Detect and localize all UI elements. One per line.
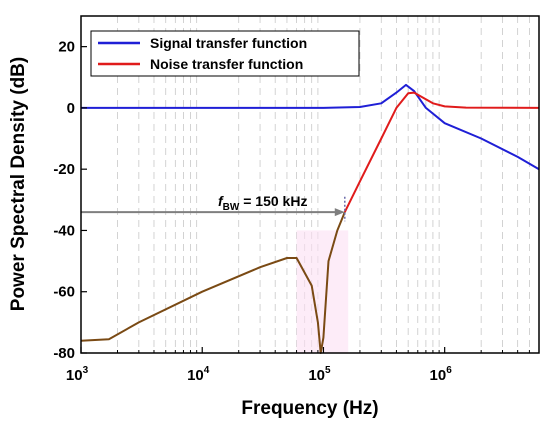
plot-frame: [80, 15, 540, 354]
grid-lines: [117, 16, 540, 353]
x-tick-label: 104: [187, 365, 210, 384]
noise-floor-line: [80, 211, 346, 354]
bandwidth-label: fBW = 150 kHz: [218, 193, 307, 213]
y-tick-label: -60: [53, 284, 75, 301]
x-axis-title: Frequency (Hz): [241, 398, 378, 419]
x-tick-exp: 4: [204, 365, 210, 376]
x-tick-label: 105: [308, 365, 331, 384]
x-tick-base: 10: [308, 367, 325, 384]
x-tick-label: 106: [430, 365, 453, 384]
y-tick-label: -40: [53, 222, 75, 239]
x-tick-base: 10: [187, 367, 204, 384]
legend-label-noise: Noise transfer function: [150, 56, 303, 72]
y-tick-label: 0: [67, 100, 75, 117]
y-tick-label: -20: [53, 161, 75, 178]
signal-transfer-line: [81, 83, 540, 171]
bandwidth-label-f: f: [218, 193, 224, 209]
legend-box: [90, 30, 360, 77]
series-layer: [80, 83, 540, 354]
bandwidth-label-sub: BW: [223, 202, 240, 213]
x-tick-base: 10: [430, 367, 447, 384]
noise-dip-highlight: [296, 230, 349, 353]
annotation-layer: fBW = 150 kHz: [81, 193, 346, 222]
bandwidth-arrowhead: [334, 208, 345, 217]
y-tick-label: 20: [58, 39, 75, 56]
x-tick-base: 10: [66, 367, 83, 384]
noise-transfer-line: [343, 91, 540, 213]
x-tick-exp: 6: [446, 365, 452, 376]
legend: Signal transfer function Noise transfer …: [90, 30, 360, 77]
y-tick-label: -80: [53, 345, 75, 362]
x-tick-label: 103: [66, 365, 89, 384]
legend-label-signal: Signal transfer function: [150, 35, 307, 51]
highlight-region: [296, 230, 349, 353]
y-axis-title: Power Spectral Density (dB): [8, 57, 29, 311]
bandwidth-label-value: = 150 kHz: [239, 193, 307, 209]
x-tick-exp: 5: [325, 365, 331, 376]
x-tick-exp: 3: [83, 365, 89, 376]
